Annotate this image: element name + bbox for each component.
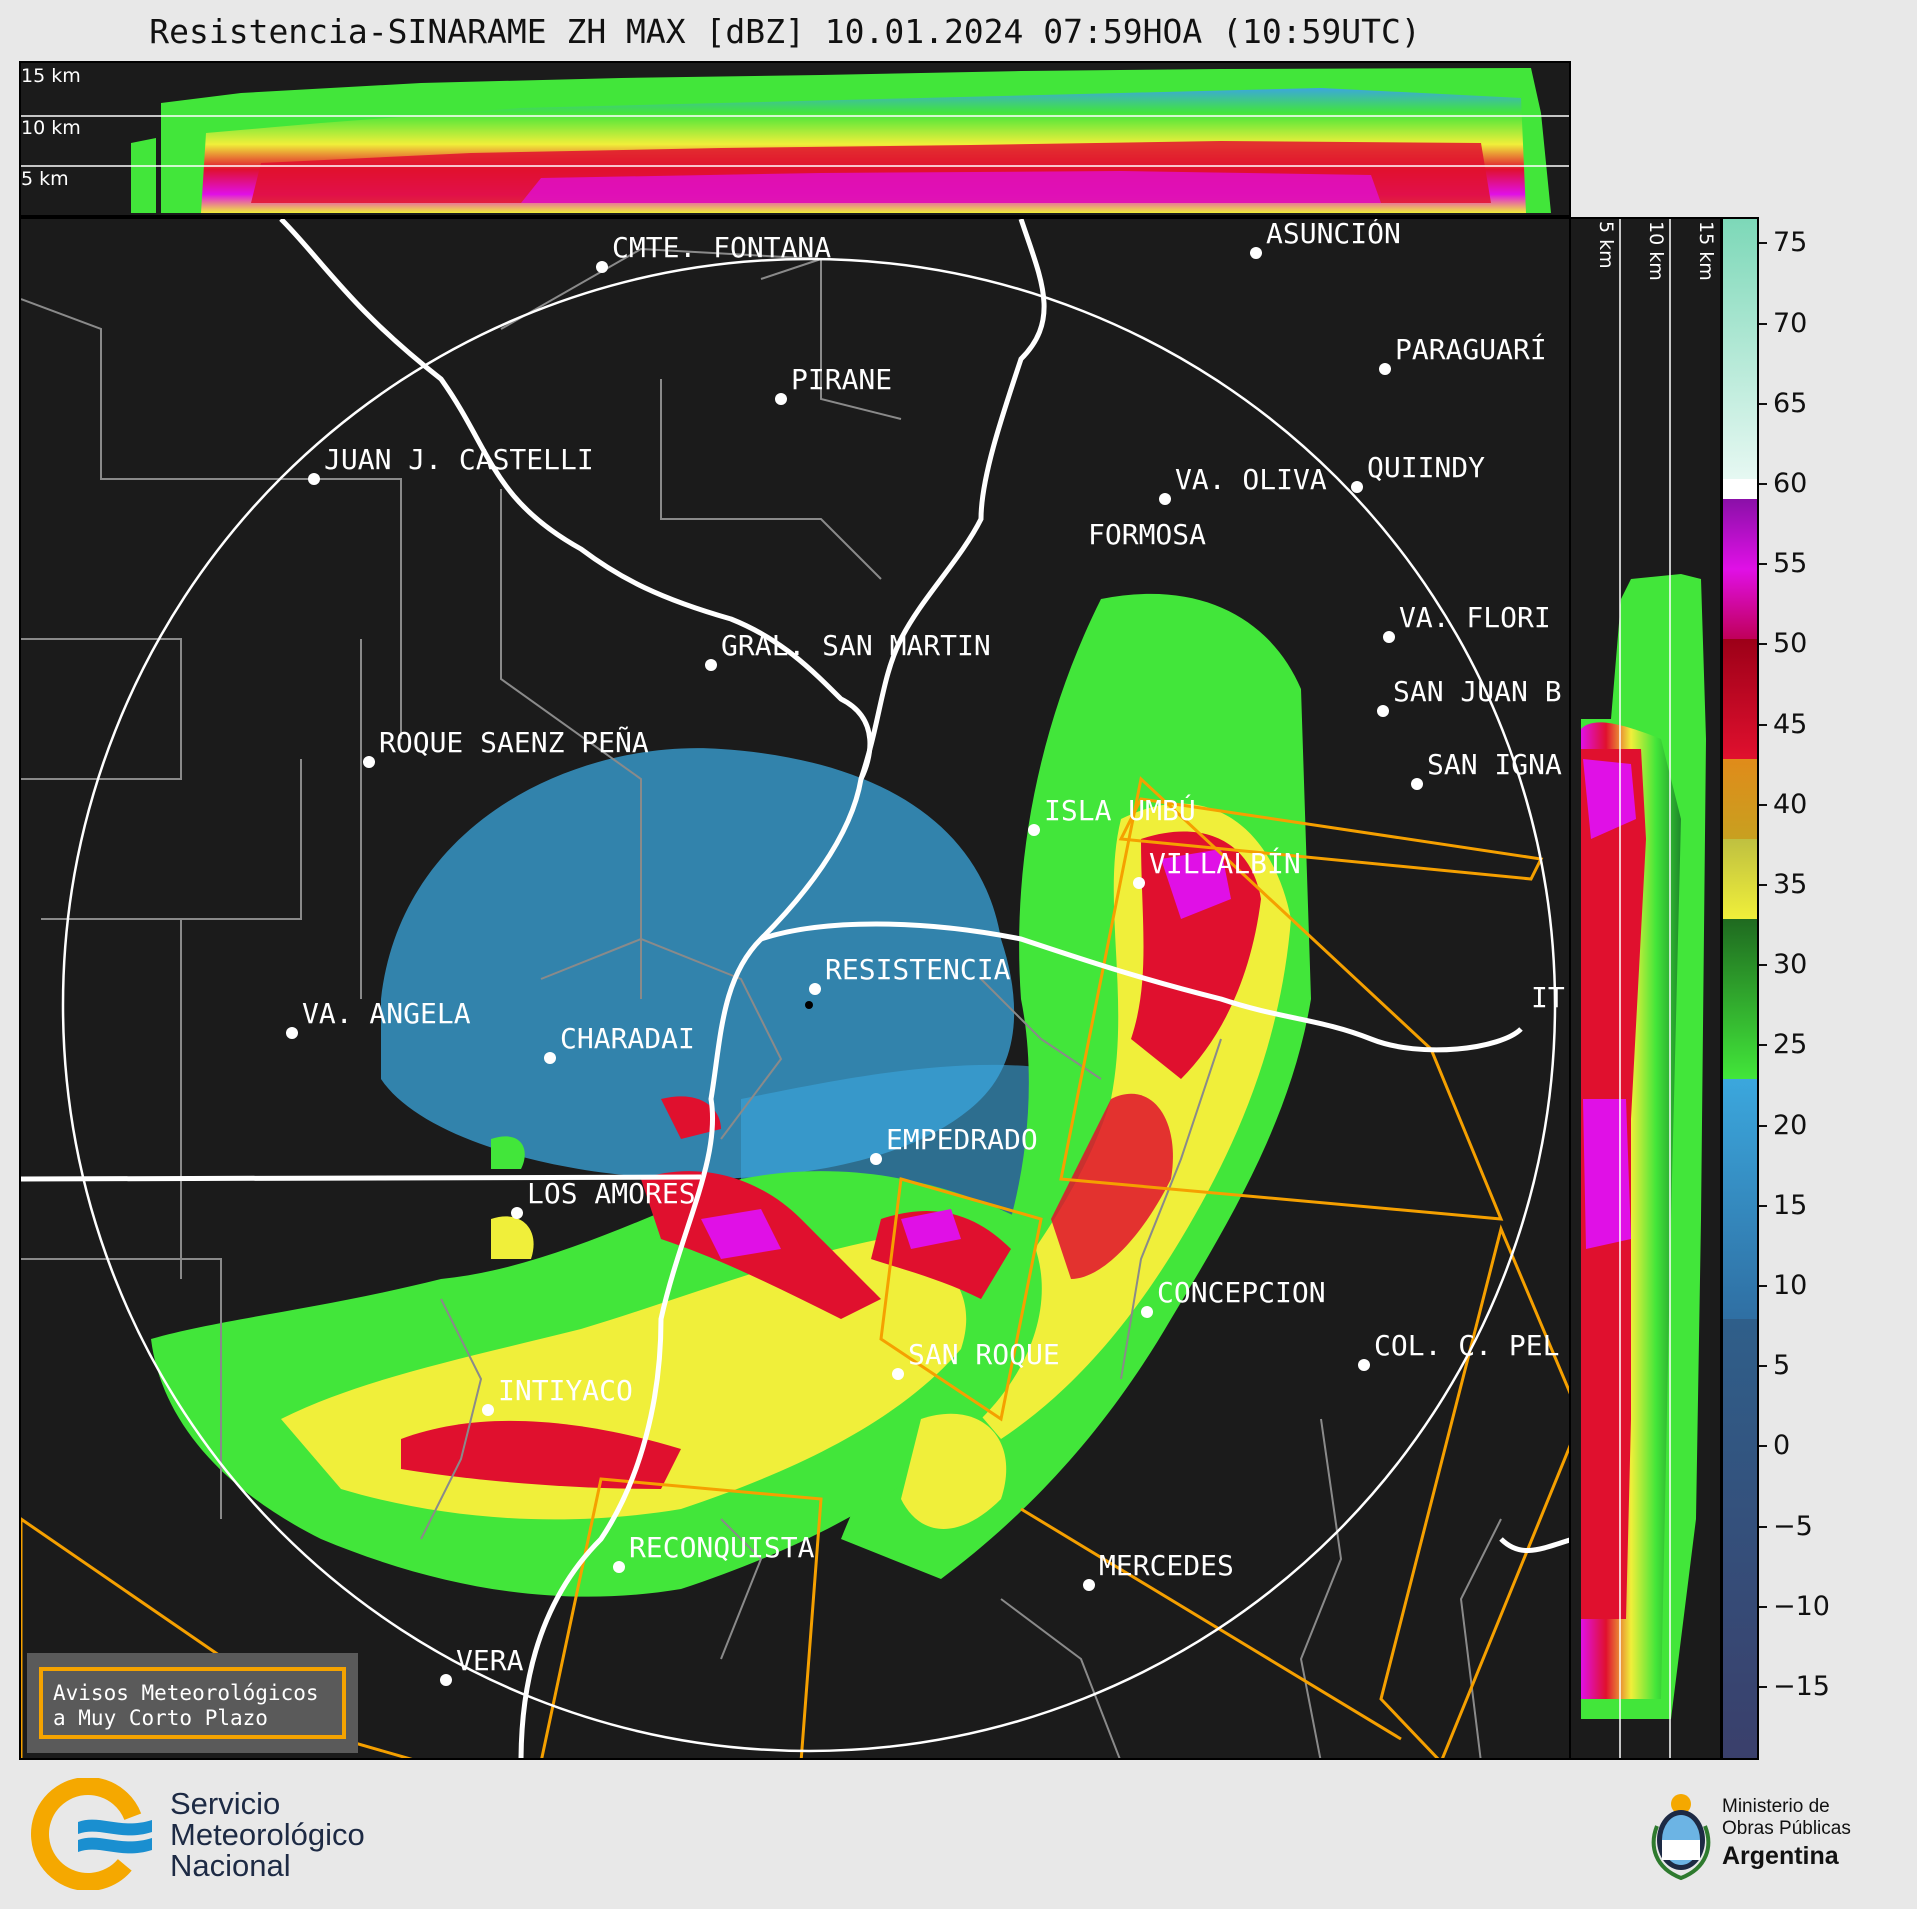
top-profile-graphic [21,68,1569,213]
smn-wordmark: Servicio Meteorológico Nacional [170,1788,365,1881]
smn-logo-icon [31,1778,152,1890]
top-height-profile: 15 km 10 km 5 km [19,61,1571,217]
height-label-15km: 15 km [21,65,81,87]
admin-boundaries [21,247,1502,1758]
ministry-line-2: Obras Públicas [1722,1818,1851,1839]
height-label-10km: 10 km [21,117,81,139]
radar-range-ring [61,257,1557,1753]
smn-line-2: Meteorológico [170,1817,365,1852]
alert-line-2: a Muy Corto Plazo [53,1706,268,1730]
radar-map: CMTE. FONTANA ASUNCIÓN PARAGUARÍ PIRANE … [19,217,1571,1760]
side-height-label-15km: 15 km [1695,221,1717,281]
side-height-label-5km: 5 km [1595,221,1617,269]
radar-center [805,1001,813,1009]
smn-line-1: Servicio [170,1786,281,1821]
nowcast-alerts-box: Avisos Meteorológicos a Muy Corto Plazo [27,1653,358,1753]
radar-map-graphic [21,219,1569,1758]
alert-line-1: Avisos Meteorológicos [53,1681,319,1705]
ministry-line-3: Argentina [1722,1842,1839,1870]
dbz-colorbar [1721,217,1759,1760]
side-height-label-10km: 10 km [1645,221,1667,281]
ministry-line-1: Ministerio de [1722,1796,1830,1817]
smn-line-3: Nacional [170,1848,291,1883]
argentina-coat-of-arms-icon [1651,1794,1711,1881]
ministry-wordmark: Ministerio de Obras Públicas Argentina [1722,1796,1851,1872]
side-profile-graphic [1581,219,1706,1758]
rivers [21,219,1569,1758]
weak-echo-area [381,748,1015,1179]
side-height-profile: 5 km 10 km 15 km [1569,217,1722,1760]
warning-polygons [21,776,1569,1758]
nowcast-alerts-frame: Avisos Meteorológicos a Muy Corto Plazo [39,1667,346,1739]
height-label-5km: 5 km [21,168,69,190]
radar-title: Resistencia-SINARAME ZH MAX [dBZ] 10.01.… [149,12,1421,51]
